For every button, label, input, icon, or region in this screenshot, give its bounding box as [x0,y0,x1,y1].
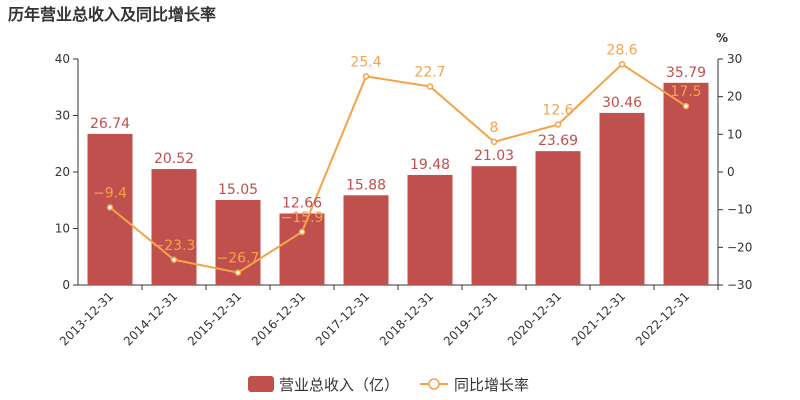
growth-point[interactable] [362,73,370,80]
left-tick-label: 40 [55,52,70,66]
legend-line-label[interactable]: 同比增长率 [454,376,529,394]
growth-value-label: 22.7 [414,64,445,80]
left-tick-label: 0 [62,278,70,292]
bar-value-label: 20.52 [154,151,194,167]
growth-value-label: 12.6 [542,103,573,119]
chart-title: 历年营业总收入及同比增长率 [8,5,216,24]
right-tick-label: 20 [727,90,742,104]
growth-point[interactable] [170,256,178,264]
growth-value-label: −15.9 [281,210,324,226]
growth-value-label: 28.6 [606,42,637,58]
growth-point[interactable] [554,121,562,128]
bar[interactable] [343,195,389,285]
left-tick-label: 20 [55,165,70,179]
bar[interactable] [599,112,645,285]
growth-value-label: 25.4 [350,54,381,70]
bar-value-label: 26.74 [90,116,130,132]
growth-value-label: −23.3 [153,238,196,254]
bar-value-label: 23.69 [538,133,578,149]
bar[interactable] [279,213,325,285]
right-tick-label: 30 [727,52,742,66]
growth-line-path [109,63,687,274]
growth-value-label: −26.7 [217,251,260,267]
x-tick-label: 2014-12-31 [121,289,180,348]
data-labels: 26.74 20.52 15.05 12.66 15.88 19.48 21.03 23.69… [90,42,706,266]
growth-value-label: 17.5 [670,84,701,100]
growth-point[interactable] [106,204,114,211]
left-tick-label: 10 [55,222,70,236]
bar-value-label: 35.79 [666,65,706,81]
growth-point[interactable] [490,138,498,146]
right-tick-label: 0 [727,165,735,179]
bar-value-label: 30.46 [602,95,642,111]
x-tick-label: 2017-12-31 [313,289,372,348]
legend-bar-label[interactable]: 营业总收入（亿） [279,376,399,394]
x-tick-label: 2019-12-31 [441,289,500,348]
legend-bar-swatch[interactable] [248,376,274,392]
bar-value-label: 12.66 [282,195,322,211]
growth-value-label: −9.4 [93,185,127,201]
bar[interactable] [535,151,581,285]
growth-point[interactable] [682,102,690,110]
growth-value-label: 8 [490,120,499,136]
growth-point[interactable] [426,83,434,90]
growth-point[interactable] [618,61,626,68]
bar-value-label: 15.05 [218,182,258,198]
right-tick-label: −20 [727,240,752,254]
right-tick-label: 10 [727,127,742,141]
bar[interactable] [471,166,517,285]
legend: 营业总收入（亿） 同比增长率 [248,376,529,394]
right-tick-label: −30 [727,278,752,292]
x-tick-label: 2022-12-31 [633,289,692,348]
legend-line-marker [428,378,440,390]
right-axis-unit: % [716,31,728,45]
bar-value-label: 15.88 [346,177,386,193]
x-tick-label: 2020-12-31 [505,289,564,348]
x-tick-label: 2018-12-31 [377,289,436,348]
x-tick-label: 2013-12-31 [57,289,116,348]
bars [87,82,709,285]
bar-value-label: 19.48 [410,157,450,173]
bar-value-label: 21.03 [474,148,514,164]
x-tick-label: 2021-12-31 [569,289,628,348]
bar[interactable] [663,82,709,285]
bar[interactable] [407,174,453,285]
growth-point[interactable] [298,228,306,236]
x-tick-label: 2015-12-31 [185,289,244,348]
right-tick-label: −10 [727,203,752,217]
growth-point[interactable] [234,269,242,276]
left-tick-label: 30 [55,109,70,123]
growth-line [106,61,690,276]
bar[interactable] [151,169,197,285]
x-tick-label: 2016-12-31 [249,289,308,348]
